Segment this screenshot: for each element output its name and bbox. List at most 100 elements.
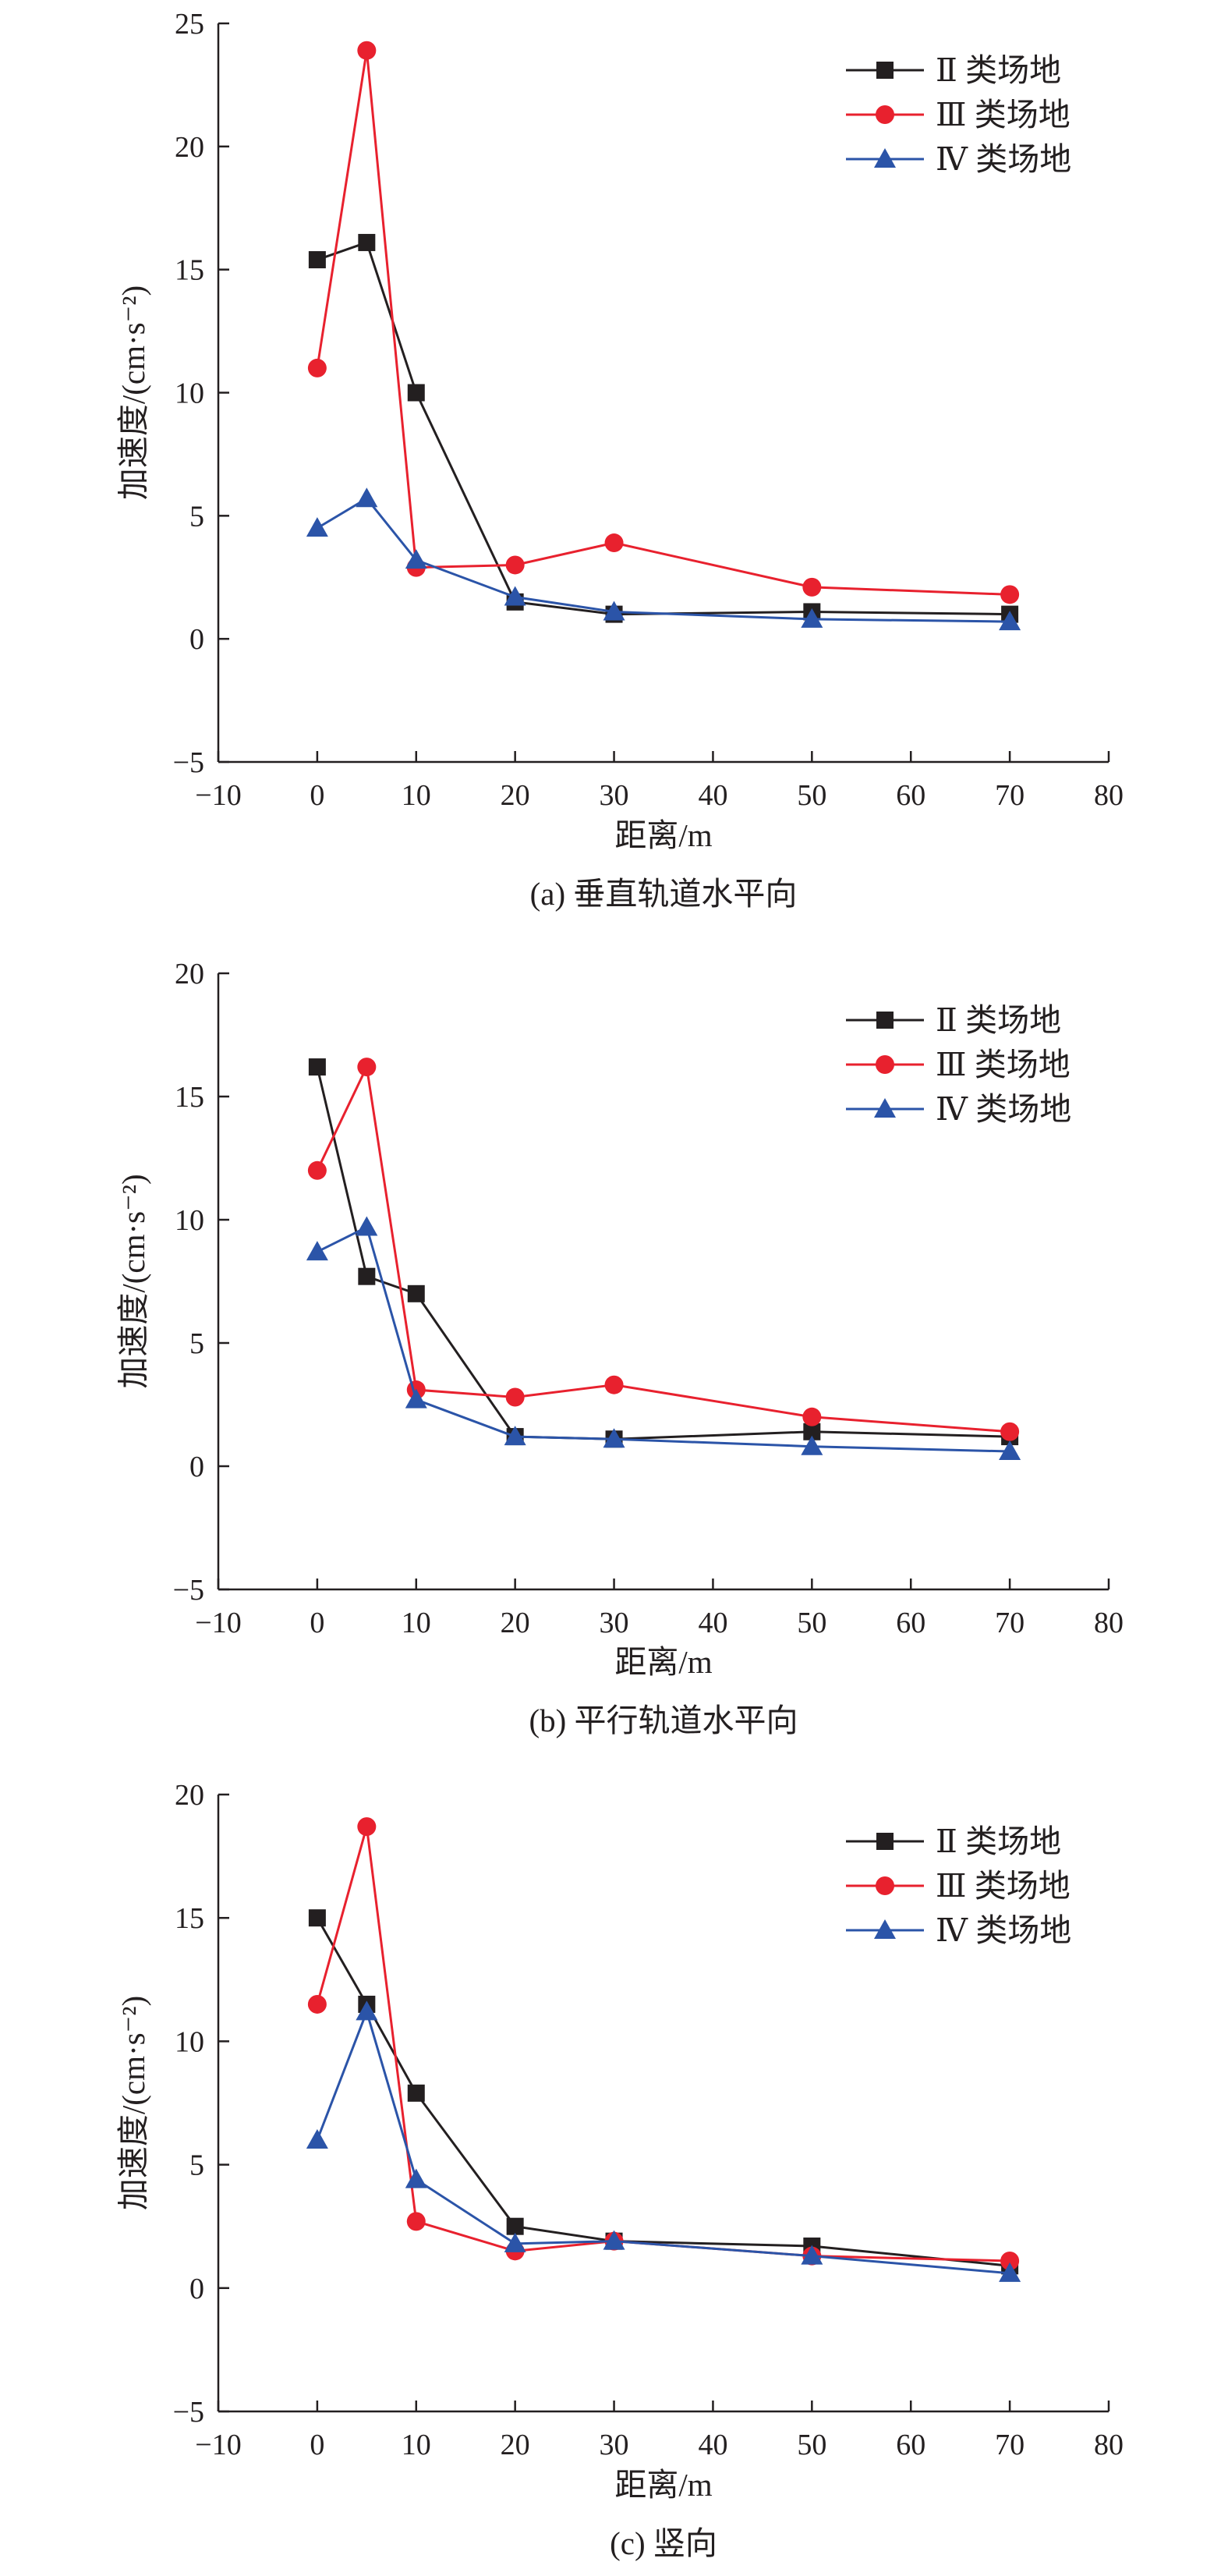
data-point: [1000, 1422, 1020, 1441]
x-tick-label: 20: [501, 1607, 530, 1639]
x-tick-label: 40: [698, 2429, 727, 2461]
panel-caption: (b) 平行轨道水平向: [529, 1703, 798, 1738]
x-tick-label: 60: [896, 2429, 925, 2461]
y-tick-label: 20: [175, 1779, 204, 1812]
series-line-2: [316, 2007, 1010, 2275]
x-tick-label: 40: [698, 1607, 727, 1639]
legend-label: Ⅳ 类场地: [936, 1912, 1071, 1948]
x-tick-label: 10: [402, 2429, 431, 2461]
data-point: [505, 555, 525, 575]
data-point: [1000, 2251, 1020, 2270]
legend-marker: [876, 1833, 894, 1850]
data-point: [603, 601, 625, 621]
series-line-1: [316, 50, 1010, 596]
data-point: [356, 1216, 378, 1236]
x-tick-label: −10: [195, 779, 241, 812]
y-tick-label: 5: [189, 500, 204, 533]
y-tick-label: 15: [175, 1902, 204, 1935]
x-tick-label: 60: [896, 1607, 925, 1639]
data-point: [356, 2000, 378, 2021]
data-point: [802, 1407, 822, 1426]
y-axis-label: 加速度/(cm·s⁻²): [115, 285, 151, 500]
y-tick-label: 5: [189, 2149, 204, 2182]
panel-caption: (c) 竖向: [610, 2525, 717, 2561]
x-tick-label: 10: [402, 1607, 431, 1639]
data-point: [358, 233, 376, 251]
legend-label: Ⅲ 类场地: [936, 1868, 1071, 1904]
data-point: [308, 1909, 326, 1927]
y-tick-label: 15: [175, 1081, 204, 1114]
data-point: [801, 608, 823, 628]
x-tick-label: 50: [797, 2429, 826, 2461]
x-tick-label: −10: [195, 2429, 241, 2461]
data-point: [803, 1423, 821, 1440]
legend-label: Ⅱ 类场地: [936, 52, 1061, 88]
legend-label: Ⅳ 类场地: [936, 1091, 1071, 1127]
x-tick-label: 70: [995, 779, 1025, 812]
y-tick-label: 20: [175, 958, 204, 990]
data-point: [999, 1440, 1021, 1461]
data-point: [999, 611, 1021, 631]
x-axis-label: 距离/m: [614, 1644, 712, 1680]
chart-panel-1: −10 0 10 20 30 40 50 60 70 80 −5 0 5 10 15 20 距离/m 加速度/(c…: [115, 958, 1124, 1738]
y-tick-label: −5: [173, 2396, 204, 2429]
data-point: [357, 41, 377, 60]
data-point: [307, 1160, 327, 1180]
x-tick-label: 30: [600, 2429, 629, 2461]
data-point: [306, 517, 328, 537]
y-tick-label: 20: [175, 131, 204, 164]
data-point: [504, 1426, 526, 1446]
data-point: [405, 2168, 427, 2188]
data-point: [308, 1058, 326, 1076]
panel-caption: (a) 垂直轨道水平向: [530, 876, 798, 912]
data-point: [358, 1267, 376, 1285]
data-point: [604, 533, 624, 553]
x-tick-label: 80: [1094, 2429, 1124, 2461]
data-point: [504, 586, 526, 606]
data-point: [405, 549, 427, 569]
data-point: [407, 2084, 425, 2102]
legend-marker: [876, 105, 894, 124]
legend-marker: [874, 1098, 896, 1118]
data-point: [802, 577, 822, 597]
data-point: [407, 384, 425, 402]
data-point: [356, 487, 378, 508]
x-tick-label: 30: [600, 1607, 629, 1639]
series-line-2: [317, 1225, 1010, 1453]
data-point: [506, 2217, 524, 2235]
data-point: [603, 1428, 625, 1448]
y-tick-label: 10: [175, 2025, 204, 2058]
y-tick-label: −5: [173, 746, 204, 779]
legend-label: Ⅳ 类场地: [936, 141, 1071, 177]
chart-panel-0: −10 0 10 20 30 40 50 60 70 80 −5 0 5 10 15 20 25 距离/m 加速度/…: [115, 8, 1124, 912]
legend-label: Ⅱ 类场地: [936, 1823, 1061, 1859]
x-tick-label: 60: [896, 779, 925, 812]
x-tick-label: 70: [995, 2429, 1025, 2461]
y-tick-label: 15: [175, 254, 204, 287]
data-point: [406, 2212, 426, 2231]
y-tick-label: 0: [189, 623, 204, 656]
y-axis-label: 加速度/(cm·s⁻²): [115, 1996, 151, 2210]
y-tick-label: 10: [175, 1204, 204, 1237]
y-axis-label: 加速度/(cm·s⁻²): [115, 1174, 151, 1388]
legend-marker: [876, 1012, 894, 1029]
data-point: [1000, 585, 1020, 604]
data-point: [357, 1058, 377, 1077]
x-axis-label: 距离/m: [614, 817, 712, 853]
legend-marker: [876, 1876, 894, 1895]
y-tick-label: 0: [189, 2273, 204, 2305]
x-tick-label: 80: [1094, 779, 1124, 812]
data-point: [999, 2262, 1021, 2282]
x-tick-label: 50: [797, 779, 826, 812]
legend-marker: [874, 1919, 896, 1939]
series-line-1: [316, 1063, 1010, 1433]
y-tick-label: 25: [175, 8, 204, 41]
x-tick-label: 0: [310, 2429, 324, 2461]
y-tick-label: 0: [189, 1451, 204, 1483]
data-point: [801, 1435, 823, 1455]
data-point: [405, 1388, 427, 1408]
x-axis-label: 距离/m: [614, 2467, 712, 2503]
data-point: [306, 1241, 328, 1261]
data-point: [307, 1994, 327, 2014]
data-point: [604, 1375, 624, 1394]
